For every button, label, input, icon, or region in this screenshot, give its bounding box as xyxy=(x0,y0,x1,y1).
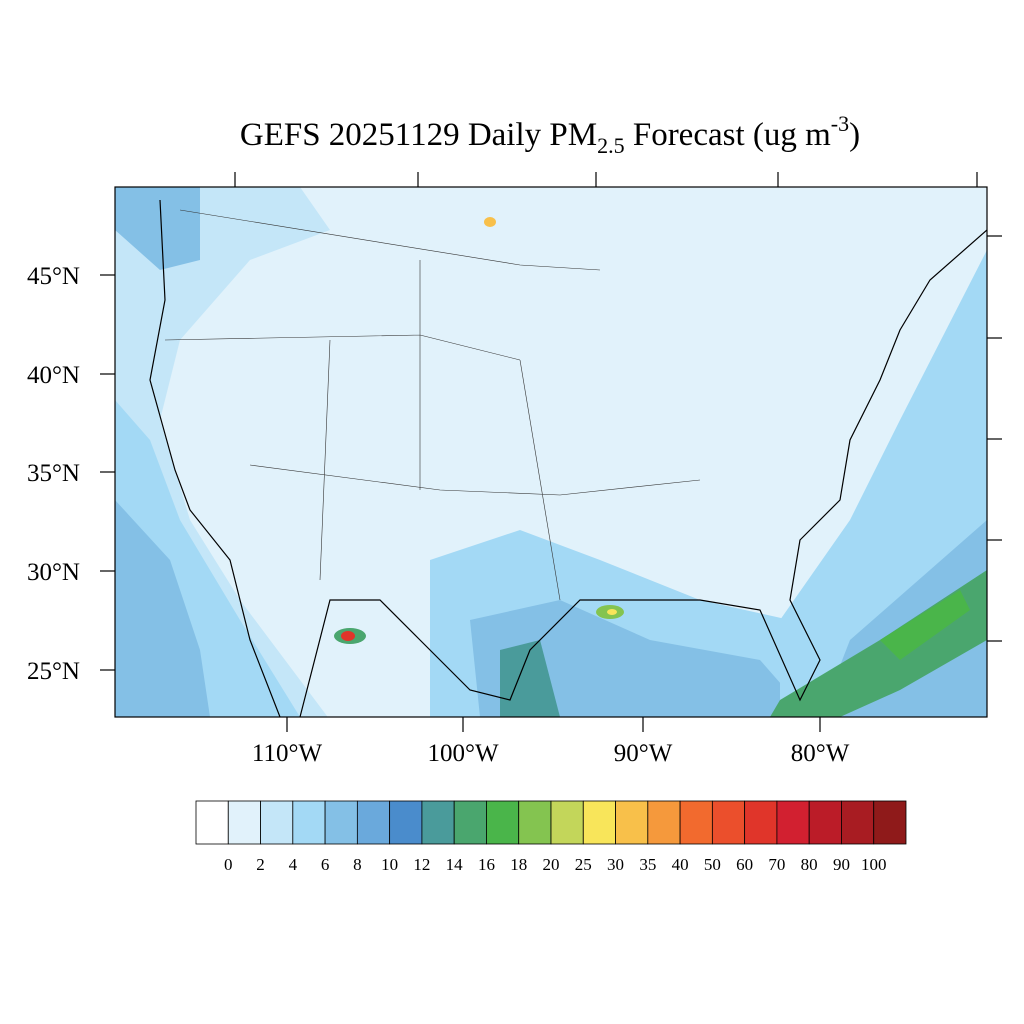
colorbar-label: 40 xyxy=(672,855,689,874)
colorbar-box xyxy=(195,800,229,845)
map: 45°N 40°N 35°N 30°N 25°N 110°W 100°W 90°… xyxy=(27,172,1002,767)
colorbar-box xyxy=(518,800,552,845)
colorbar-label: 12 xyxy=(413,855,430,874)
colorbar: 0 2 4 6 8 10 12 14 16 18 20 25 30 35 40 50 60 70 80 90 100 xyxy=(195,800,907,874)
map-ticks xyxy=(100,172,1002,732)
lat-label: 30°N xyxy=(27,559,80,586)
colorbar-box xyxy=(808,800,842,845)
lat-label: 40°N xyxy=(27,362,80,389)
colorbar-box xyxy=(744,800,778,845)
colorbar-box xyxy=(841,800,875,845)
colorbar-label: 4 xyxy=(289,855,298,874)
field-northwest xyxy=(115,187,200,270)
title-superscript: -3 xyxy=(831,111,849,136)
colorbar-label: 6 xyxy=(321,855,330,874)
title-subscript: 2.5 xyxy=(597,133,625,158)
colorbar-box xyxy=(486,800,520,845)
colorbar-label: 90 xyxy=(833,855,850,874)
colorbar-label: 8 xyxy=(353,855,362,874)
colorbar-label: 20 xyxy=(543,855,560,874)
colorbar-label: 100 xyxy=(861,855,887,874)
map-frame xyxy=(114,186,988,718)
hotspot-north xyxy=(484,217,496,227)
title-end: ) xyxy=(849,117,860,153)
hotspot-louisiana-core xyxy=(607,609,617,615)
lon-label: 110°W xyxy=(252,740,323,767)
colorbar-box xyxy=(453,800,487,845)
colorbar-label: 16 xyxy=(478,855,495,874)
colorbar-box xyxy=(647,800,681,845)
colorbar-label: 14 xyxy=(446,855,464,874)
colorbar-label: 80 xyxy=(801,855,818,874)
field-atlantic-band xyxy=(880,590,970,660)
colorbar-label: 2 xyxy=(256,855,265,874)
colorbar-box xyxy=(776,800,810,845)
colorbar-label: 18 xyxy=(510,855,527,874)
hotspot-mexico-core xyxy=(341,631,355,641)
state-borders xyxy=(164,209,701,601)
colorbar-label: 0 xyxy=(224,855,233,874)
field-atlantic-green xyxy=(770,570,987,717)
colorbar-label: 60 xyxy=(736,855,753,874)
title-main: GEFS 20251129 Daily PM xyxy=(240,117,597,153)
field-texas-coast xyxy=(500,640,560,717)
colorbar-box xyxy=(679,800,713,845)
colorbar-box xyxy=(389,800,423,845)
lon-label: 80°W xyxy=(791,740,850,767)
colorbar-box xyxy=(550,800,584,845)
title-middle: Forecast (ug m xyxy=(625,117,832,153)
title: GEFS 20251129 Daily PM2.5 Forecast (ug m… xyxy=(240,111,860,158)
colorbar-label: 50 xyxy=(704,855,721,874)
lon-label: 100°W xyxy=(427,740,498,767)
colorbar-box xyxy=(324,800,358,845)
lat-label: 25°N xyxy=(27,658,80,685)
colorbar-box xyxy=(260,800,294,845)
colorbar-label: 35 xyxy=(639,855,656,874)
field-gulf-dark xyxy=(470,600,810,717)
lat-label: 45°N xyxy=(27,263,80,290)
colorbar-box xyxy=(292,800,326,845)
colorbar-box xyxy=(421,800,455,845)
coastline xyxy=(149,199,987,717)
colorbar-label: 70 xyxy=(768,855,785,874)
colorbar-box xyxy=(873,800,907,845)
colorbar-box xyxy=(711,800,746,845)
colorbar-box xyxy=(615,800,649,845)
colorbar-box xyxy=(227,800,261,845)
field-pacific-dark xyxy=(115,500,210,717)
lon-label: 90°W xyxy=(614,740,673,767)
colorbar-label: 25 xyxy=(575,855,592,874)
lat-label: 35°N xyxy=(27,460,80,487)
colorbar-label: 10 xyxy=(381,855,398,874)
colorbar-box xyxy=(356,800,391,845)
colorbar-box xyxy=(582,800,616,845)
colorbar-label: 30 xyxy=(607,855,624,874)
